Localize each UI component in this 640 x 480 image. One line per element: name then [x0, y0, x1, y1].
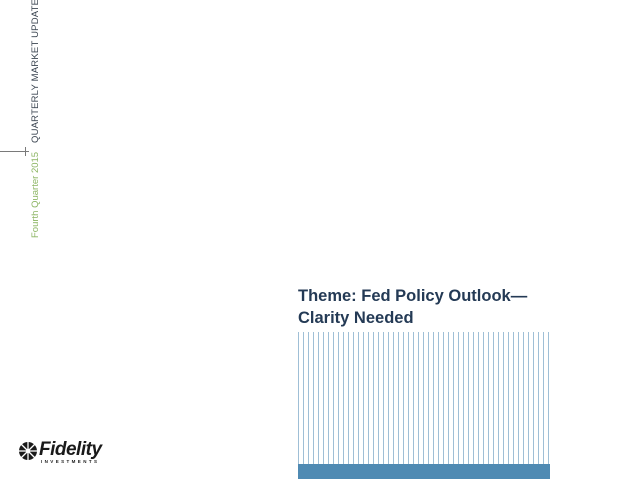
- fidelity-sunburst-icon: [19, 441, 37, 460]
- side-divider: [25, 147, 26, 156]
- theme-title-line-2: Clarity Needed: [298, 309, 414, 327]
- report-date: Fourth Quarter 2015: [30, 151, 41, 238]
- theme-title-line-1: Theme: Fed Policy Outlook—: [298, 287, 528, 305]
- side-rule: [0, 151, 29, 152]
- decorative-stripes: [298, 332, 550, 464]
- logo-subtitle: INVESTMENTS: [41, 459, 100, 464]
- theme-title: Theme: Fed Policy Outlook— Clarity Neede…: [298, 285, 598, 329]
- logo-wordmark: Fidelity: [39, 439, 102, 460]
- decorative-bar: [298, 464, 550, 479]
- report-series-title: QUARTERLY MARKET UPDATE: [30, 0, 41, 143]
- fidelity-logo: Fidelity INVESTMENTS: [18, 439, 118, 466]
